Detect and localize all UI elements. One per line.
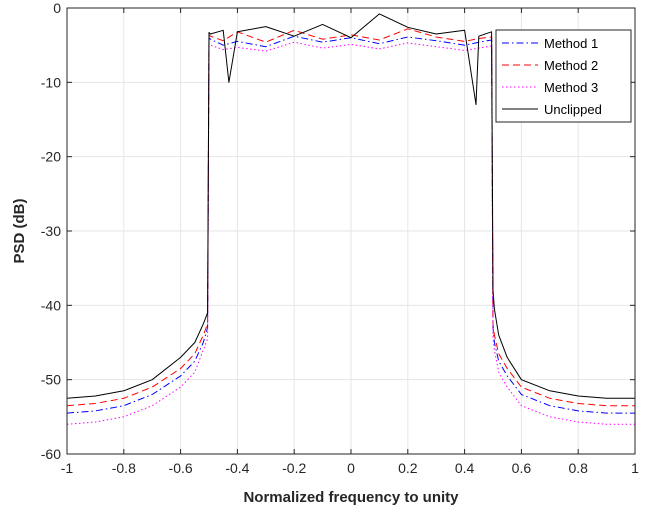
x-tick-label: -1 <box>61 460 74 476</box>
series-line-4 <box>66 13 635 399</box>
y-tick-label: 0 <box>53 0 61 16</box>
x-tick-label: 0.4 <box>455 460 475 476</box>
x-axis-label: Normalized frequency to unity <box>243 489 459 506</box>
x-tick-label: 0.8 <box>568 460 588 476</box>
y-tick-label: -30 <box>41 223 61 239</box>
x-tick-label: -0.4 <box>225 460 249 476</box>
series-layer <box>66 13 635 425</box>
axis-ticks: -1 -0.8 -0.6 -0.4 -0.2 0 0.2 0.4 0.6 0.8 1 -60 -50 -4… <box>41 0 639 476</box>
series-line-2 <box>66 28 635 407</box>
legend-label: Method 2 <box>544 58 598 73</box>
x-tick-label: 1 <box>631 460 639 476</box>
x-tick-label: -0.8 <box>112 460 136 476</box>
x-tick-label: 0 <box>347 460 355 476</box>
x-tick-label: -0.6 <box>169 460 193 476</box>
series-line-1 <box>66 35 635 414</box>
legend-label: Unclipped <box>544 102 602 117</box>
legend-label: Method 3 <box>544 80 598 95</box>
x-tick-label: 0.2 <box>398 460 418 476</box>
x-tick-label: 0.6 <box>512 460 532 476</box>
y-tick-label: -10 <box>41 74 61 90</box>
y-tick-label: -60 <box>41 446 61 462</box>
y-axis-label: PSD (dB) <box>11 199 28 264</box>
y-tick-label: -20 <box>41 149 61 165</box>
legend-label: Method 1 <box>544 36 598 51</box>
legend: Method 1 Method 2 Method 3 Unclipped <box>495 29 632 123</box>
y-tick-label: -50 <box>41 372 61 388</box>
x-tick-label: -0.2 <box>282 460 306 476</box>
legend-box <box>495 29 632 123</box>
y-tick-label: -40 <box>41 297 61 313</box>
